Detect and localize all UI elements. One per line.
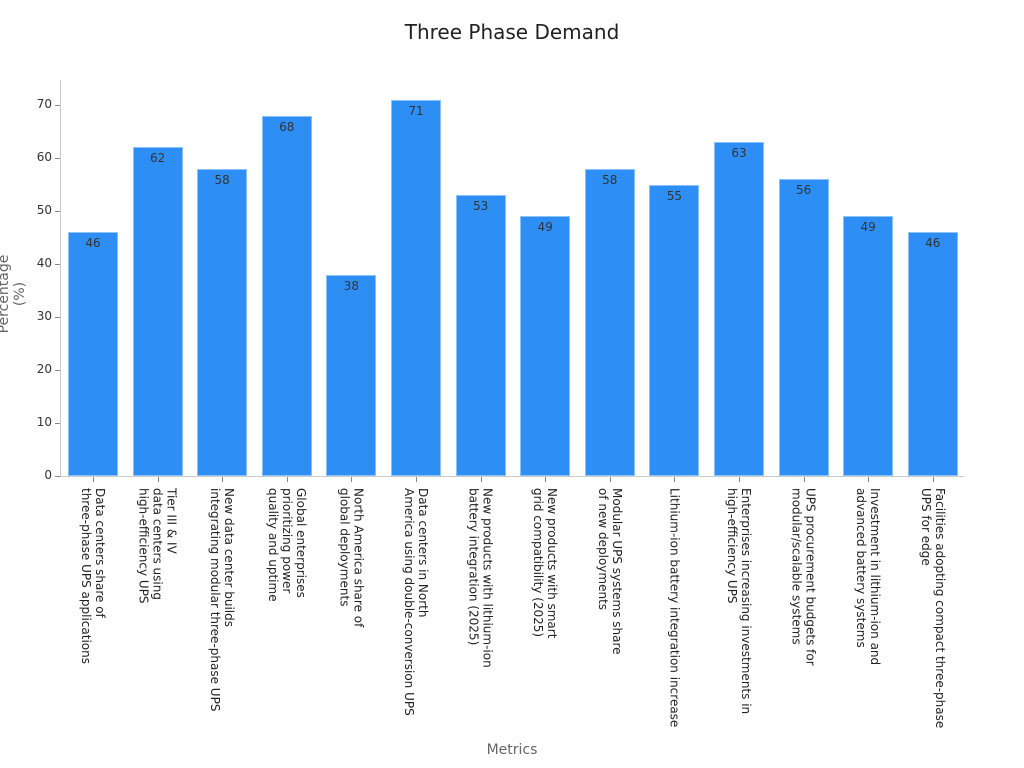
category-label: Facilities adopting compact three-phase …: [918, 488, 947, 729]
category-label: Data centers in North America using doub…: [402, 488, 430, 716]
bar-value-label: 62: [149, 151, 166, 166]
category-label: Enterprises increasing investments in hi…: [725, 488, 753, 715]
y-tick: [55, 264, 60, 265]
category-label: UPS procurement budgets for modular/scal…: [789, 488, 818, 666]
x-tick: [286, 477, 288, 482]
x-tick: [739, 477, 740, 482]
bar[interactable]: [68, 232, 118, 476]
bar[interactable]: [455, 195, 506, 476]
y-tick-label: 30: [36, 309, 52, 323]
category-label: Data centers share of three-phase UPS ap…: [79, 488, 107, 664]
y-tick: [55, 211, 60, 212]
x-axis-line: [60, 476, 964, 477]
bar[interactable]: [261, 115, 312, 476]
x-axis-label: Metrics: [486, 742, 538, 758]
category-label: Modular UPS systems share of new deploym…: [595, 488, 624, 655]
bar[interactable]: [714, 142, 764, 476]
bar[interactable]: [907, 232, 958, 476]
bar-value-label: 53: [472, 199, 489, 214]
bar-value-label: 58: [214, 172, 230, 187]
y-tick: [55, 105, 60, 106]
y-tick-label: 50: [36, 203, 52, 217]
y-tick-label: 0: [44, 468, 52, 482]
bar[interactable]: [778, 179, 829, 476]
x-tick: [868, 477, 870, 482]
bar-value-label: 58: [602, 172, 618, 187]
x-tick: [416, 477, 417, 482]
y-tick-label: 10: [36, 415, 52, 429]
bar[interactable]: [132, 147, 183, 476]
bar[interactable]: [326, 274, 377, 476]
x-tick: [545, 477, 547, 482]
category-label: Lithium-ion battery integration increase: [667, 488, 682, 728]
y-tick-label: 20: [36, 362, 52, 376]
category-label: Investment in lithium-ion and advanced b…: [854, 488, 883, 666]
x-tick: [932, 477, 934, 482]
x-tick: [609, 477, 611, 482]
category-label: Tier III & IV data centers using high-ef…: [136, 488, 179, 604]
x-tick: [351, 477, 353, 482]
x-tick: [674, 477, 676, 482]
bar[interactable]: [391, 99, 441, 476]
x-tick: [803, 477, 805, 482]
x-tick: [480, 477, 482, 482]
bar[interactable]: [649, 184, 700, 476]
bar-value-label: 38: [343, 278, 360, 293]
category-label: New data center builds integrating modul…: [208, 488, 237, 712]
bar-value-label: 46: [925, 236, 941, 251]
y-tick-label: 60: [36, 150, 52, 164]
bar[interactable]: [520, 216, 571, 476]
y-tick: [55, 317, 60, 318]
chart-title: Three Phase Demand: [404, 20, 620, 44]
y-tick-label: 70: [36, 97, 52, 111]
bar-value-label: 49: [860, 220, 876, 235]
y-tick: [55, 476, 60, 477]
bar-value-label: 68: [279, 119, 295, 134]
bar-value-label: 46: [85, 236, 101, 251]
bar[interactable]: [584, 168, 635, 476]
bar[interactable]: [843, 216, 894, 476]
bar-value-label: 56: [795, 183, 812, 198]
x-tick: [157, 477, 159, 482]
bar-value-label: 55: [666, 188, 683, 203]
category-label: New products with smart grid compatibili…: [531, 488, 560, 639]
bar-value-label: 49: [537, 220, 553, 235]
category-label: North America share of global deployment…: [337, 488, 366, 628]
y-axis-line: [60, 80, 61, 476]
y-tick-label: 40: [36, 256, 52, 270]
x-tick: [222, 477, 224, 482]
y-tick: [55, 423, 60, 424]
bar-value-label: 71: [408, 103, 424, 118]
y-tick: [55, 370, 60, 371]
bar-value-label: 63: [731, 146, 747, 161]
bar[interactable]: [197, 168, 248, 476]
category-label: New products with lithium-ion battery in…: [466, 488, 495, 668]
x-tick: [93, 477, 94, 482]
y-tick: [55, 158, 60, 159]
category-label: Global enterprises prioritizing power qu…: [265, 488, 308, 602]
